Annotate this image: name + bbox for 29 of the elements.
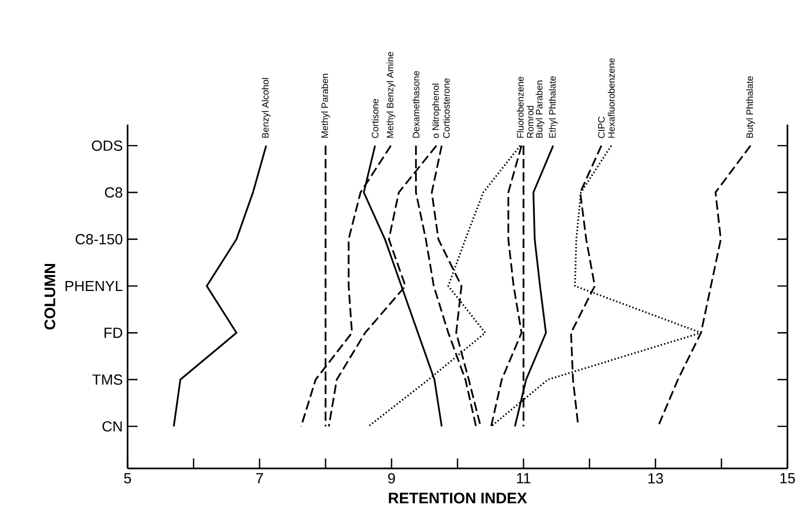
text: o Nitrophenol: [432, 84, 441, 138]
y-tick-label: FD: [104, 328, 122, 338]
x-tick-label: 13: [648, 473, 663, 484]
text: Dexamethasone: [412, 71, 420, 138]
x-tick-label: 11: [517, 473, 530, 484]
x-tick-label: 9: [388, 473, 395, 484]
text: Butyl Paraben: [536, 80, 544, 138]
y-tick-label: C8: [104, 187, 122, 198]
text: Hexafluorobenzene: [608, 58, 615, 138]
text: Butyl Phthalate: [746, 76, 755, 138]
text: Benzyl Alcohol: [262, 78, 271, 138]
x-tick-label: 15: [780, 473, 795, 484]
x-axis-title: RETENTION INDEX: [388, 492, 527, 504]
text: Corticosterone: [442, 78, 450, 138]
y-tick-label: C8-150: [76, 234, 122, 244]
text: Cortisone: [372, 98, 378, 138]
text: Methyl Benzyl Amine: [386, 52, 396, 138]
y-tick-label: CN: [102, 421, 122, 432]
text: Ethyl Phthalate: [548, 76, 558, 138]
y-axis-title: COLUMN: [44, 264, 56, 330]
text: Methyl Paraben: [321, 74, 330, 138]
x-tick-label: 7: [256, 473, 263, 484]
text: Fluorobenzene: [516, 76, 524, 138]
y-tick-label: ODS: [92, 140, 122, 151]
y-tick-label: PHENYL: [66, 280, 122, 291]
y-tick-label: TMS: [92, 374, 122, 385]
x-tick-label: 5: [124, 473, 132, 484]
text: Romrod: [526, 106, 534, 138]
text: CIPC: [598, 116, 605, 138]
